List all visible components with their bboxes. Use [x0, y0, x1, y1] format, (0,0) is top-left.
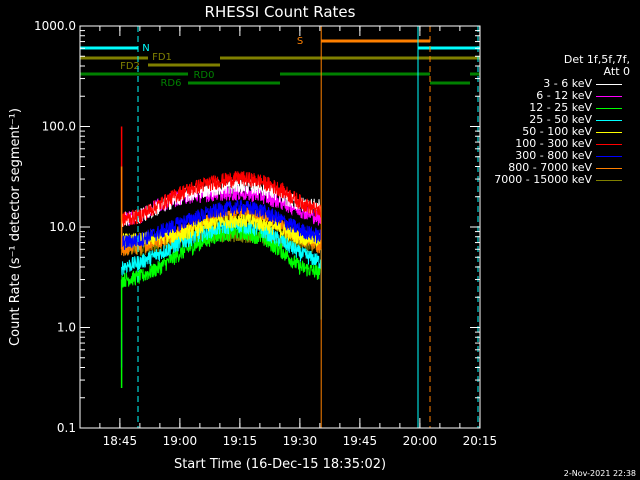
y-tick-label: 1000.0 — [34, 19, 76, 33]
legend-entry: 25 - 50 keV — [488, 114, 634, 126]
flag-label-fd1: FD1 — [152, 52, 172, 63]
legend-entry: 50 - 100 keV — [488, 126, 634, 138]
y-axis-label: Count Rate (s⁻¹ detector segment⁻¹) — [8, 108, 23, 346]
legend-swatch — [596, 95, 622, 97]
legend-header-line-1: Det 1f,5f,7f, — [563, 53, 630, 66]
legend-entry-label: 6 - 12 keV — [536, 89, 592, 102]
state-flags: N S FD1 FD2 RD0 RD6 — [80, 36, 480, 89]
x-tick-label: 19:30 — [283, 434, 318, 448]
series-line — [121, 212, 322, 248]
flag-label-s: S — [297, 36, 303, 47]
legend-swatch — [596, 179, 622, 181]
y-tick-label: 1.0 — [57, 321, 76, 335]
legend-entry: 800 - 7000 keV — [488, 162, 634, 174]
x-tick-label: 18:45 — [103, 434, 138, 448]
legend-entry: 3 - 6 keV — [488, 78, 634, 90]
legend-entry-label: 800 - 7000 keV — [508, 161, 592, 174]
legend-swatch — [596, 167, 622, 169]
legend-entry-label: 3 - 6 keV — [543, 77, 592, 90]
x-axis-label: Start Time (16-Dec-15 18:35:02) — [174, 457, 386, 472]
x-tick-label: 20:00 — [403, 434, 438, 448]
legend-swatch — [596, 119, 622, 121]
legend-entry: 100 - 300 keV — [488, 138, 634, 150]
legend-swatch — [596, 107, 622, 109]
flag-label-n: N — [142, 43, 149, 54]
legend-entry-label: 12 - 25 keV — [529, 101, 592, 114]
series-line — [121, 223, 322, 288]
legend-entry-label: 7000 - 15000 keV — [494, 173, 592, 186]
legend-entry: 6 - 12 keV — [488, 90, 634, 102]
flag-label-fd2: FD2 — [120, 61, 140, 72]
legend-entry-label: 50 - 100 keV — [522, 125, 592, 138]
legend-swatch — [596, 131, 622, 133]
series-line — [121, 171, 322, 227]
flag-label-rd6: RD6 — [160, 78, 181, 89]
axes: 1000.0 100.0 10.0 1.0 0.1 18:45 19:00 19:15 19:3… — [34, 19, 497, 448]
legend-entry-label: 300 - 800 keV — [515, 149, 592, 162]
y-tick-label: 100.0 — [42, 120, 76, 134]
timestamp: 2-Nov-2021 22:38 — [563, 469, 636, 478]
flag-label-rd0: RD0 — [193, 70, 214, 81]
legend-entry-label: 25 - 50 keV — [529, 113, 592, 126]
legend-entry: 300 - 800 keV — [488, 150, 634, 162]
x-tick-label: 19:00 — [163, 434, 198, 448]
x-tick-label: 19:45 — [343, 434, 378, 448]
x-tick-label: 20:15 — [463, 434, 498, 448]
x-tick-label: 19:15 — [223, 434, 258, 448]
legend: Det 1f,5f,7f, Att 0 3 - 6 keV 6 - 12 keV 1… — [488, 54, 634, 186]
legend-entry: 12 - 25 keV — [488, 102, 634, 114]
plot-data-layer — [120, 126, 322, 389]
legend-entry-label: 100 - 300 keV — [515, 137, 592, 150]
series-line — [121, 199, 322, 250]
legend-header-line-2: Att 0 — [603, 65, 630, 78]
legend-swatch — [596, 155, 622, 157]
legend-entries: 3 - 6 keV 6 - 12 keV 12 - 25 keV 25 - 50 ke… — [488, 78, 634, 186]
y-tick-label: 0.1 — [57, 421, 76, 435]
y-tick-label: 10.0 — [49, 220, 76, 234]
legend-entry: 7000 - 15000 keV — [488, 174, 634, 186]
chart-title: RHESSI Count Rates — [205, 3, 356, 21]
legend-swatch — [596, 143, 622, 145]
legend-swatch — [596, 83, 622, 85]
